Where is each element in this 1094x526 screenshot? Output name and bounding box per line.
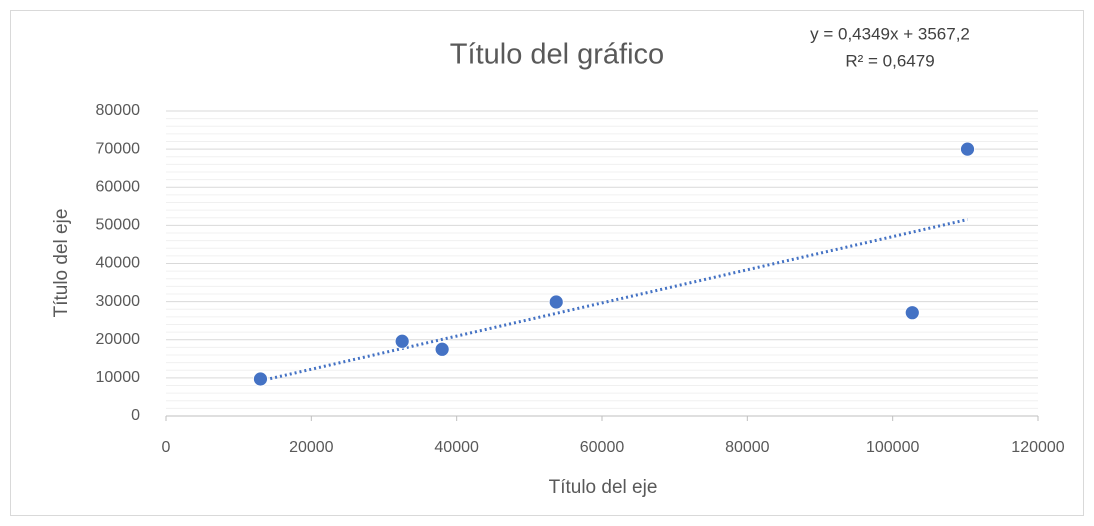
trendline (260, 218, 968, 383)
x-tick-label: 60000 (580, 439, 625, 456)
scatter-point (960, 141, 975, 157)
y-tick-label: 80000 (96, 102, 141, 119)
x-tick-label: 100000 (866, 439, 919, 456)
trendline-equation: y = 0,4349x + 3567,2 (810, 24, 970, 43)
x-tick-label: 120000 (1011, 439, 1064, 456)
y-axis-title: Título del eje (51, 209, 72, 318)
scatter-point (434, 341, 450, 357)
y-tick-label: 50000 (96, 217, 141, 234)
y-tick-label: 40000 (96, 255, 141, 272)
chart-title: Título del gráfico (450, 39, 664, 71)
x-tick-label: 0 (162, 439, 171, 456)
y-tick-label: 70000 (96, 140, 141, 157)
y-tick-label: 20000 (96, 331, 141, 348)
y-tick-label: 30000 (96, 293, 141, 310)
x-tick-label: 40000 (434, 439, 479, 456)
trendline-r-squared: R² = 0,6479 (845, 51, 934, 70)
x-tick-label: 20000 (289, 439, 334, 456)
scatter-point (904, 305, 920, 321)
scatter-point (394, 333, 410, 349)
y-tick-label: 0 (131, 407, 140, 424)
grid (166, 110, 1038, 417)
y-tick-label: 60000 (96, 178, 141, 195)
y-tick-label: 10000 (96, 369, 141, 386)
scatter-point (548, 294, 564, 310)
x-tick-label: 80000 (725, 439, 770, 456)
scatter-point (253, 371, 268, 387)
x-axis-title: Título del eje (549, 477, 658, 498)
